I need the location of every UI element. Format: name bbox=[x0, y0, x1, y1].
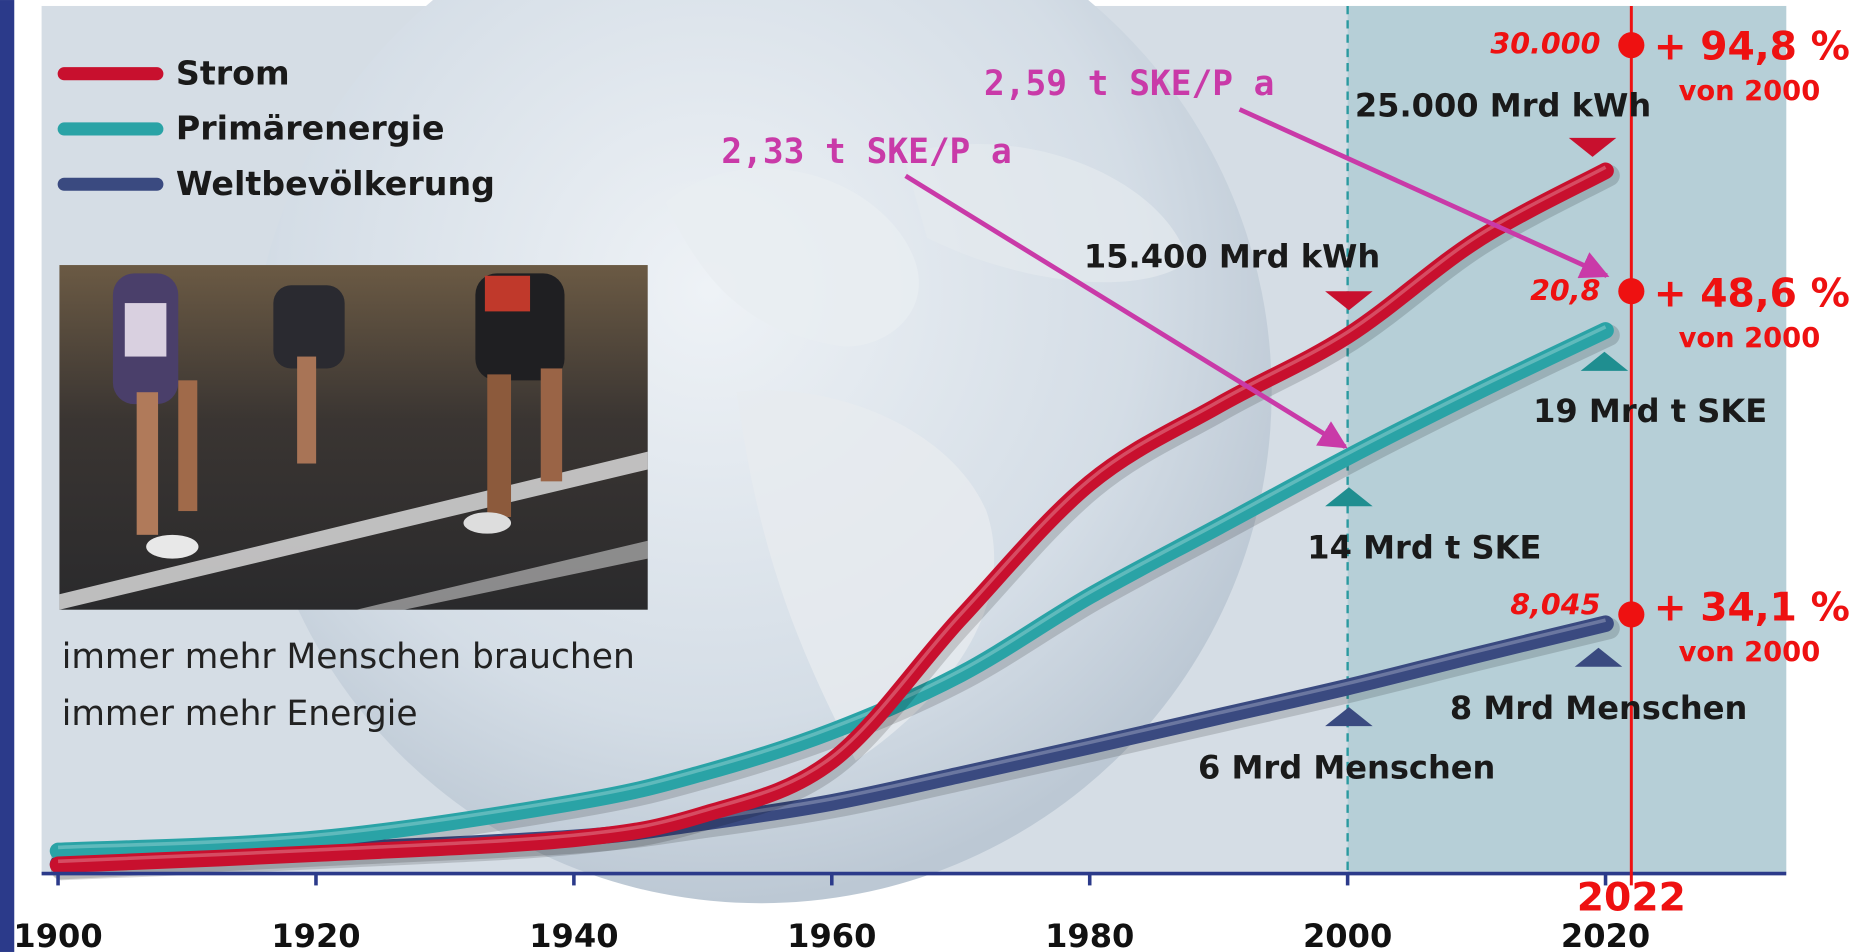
x-tick-label: 1940 bbox=[529, 917, 618, 952]
legend-label: Weltbevölkerung bbox=[176, 164, 495, 203]
annotation: 15.400 Mrd kWh bbox=[1084, 237, 1380, 275]
leg bbox=[137, 392, 158, 535]
end-dot bbox=[1618, 278, 1644, 304]
annotation: 14 Mrd t SKE bbox=[1307, 529, 1541, 567]
end-change: + 34,1 % bbox=[1654, 585, 1850, 630]
annotation: 2,59 t SKE/P a bbox=[984, 64, 1274, 104]
x-tick-label: 1980 bbox=[1045, 917, 1134, 952]
end-note: von 2000 bbox=[1679, 76, 1821, 107]
annotation: 2,33 t SKE/P a bbox=[721, 132, 1011, 172]
runner bbox=[273, 285, 344, 368]
x-tick-label: 1900 bbox=[13, 917, 102, 952]
marker-label: 2022 bbox=[1577, 875, 1686, 920]
end-value: 20,8 bbox=[1530, 275, 1600, 308]
leg bbox=[487, 374, 511, 517]
caption: immer mehr Menschen brauchen bbox=[62, 637, 635, 677]
leg bbox=[541, 368, 562, 481]
leg bbox=[297, 357, 316, 464]
end-dot bbox=[1618, 32, 1644, 58]
left-stripe bbox=[0, 0, 14, 952]
end-note: von 2000 bbox=[1679, 637, 1821, 668]
annotation: 8 Mrd Menschen bbox=[1450, 689, 1747, 727]
bib bbox=[125, 303, 167, 356]
legend-label: Primärenergie bbox=[176, 109, 445, 148]
leg bbox=[178, 380, 197, 511]
chart: 1900 1920 1940 1960 1980 2000 20202022 2,59 t S… bbox=[0, 0, 1854, 952]
end-change: + 48,6 % bbox=[1654, 272, 1850, 317]
x-tick-label: 2020 bbox=[1561, 917, 1650, 952]
page: {"chart_data": { "type": "line", "x": [1… bbox=[0, 0, 1854, 952]
legend-label: Strom bbox=[176, 53, 290, 92]
x-tick-label: 1920 bbox=[271, 917, 360, 952]
shirt bbox=[485, 276, 530, 312]
end-dot bbox=[1618, 601, 1644, 627]
shoe bbox=[146, 535, 198, 559]
annotation: 6 Mrd Menschen bbox=[1198, 748, 1495, 786]
end-change: + 94,8 % bbox=[1654, 24, 1850, 69]
end-note: von 2000 bbox=[1679, 323, 1821, 354]
photo bbox=[59, 265, 647, 610]
annotation: 19 Mrd t SKE bbox=[1533, 392, 1767, 430]
end-value: 30.000 bbox=[1490, 28, 1600, 61]
x-tick-label: 2000 bbox=[1303, 917, 1392, 952]
end-value: 8,045 bbox=[1510, 588, 1600, 621]
caption: immer mehr Energie bbox=[62, 694, 418, 734]
shoe bbox=[464, 512, 512, 533]
x-tick-label: 1960 bbox=[787, 917, 876, 952]
annotation: 25.000 Mrd kWh bbox=[1355, 86, 1651, 124]
